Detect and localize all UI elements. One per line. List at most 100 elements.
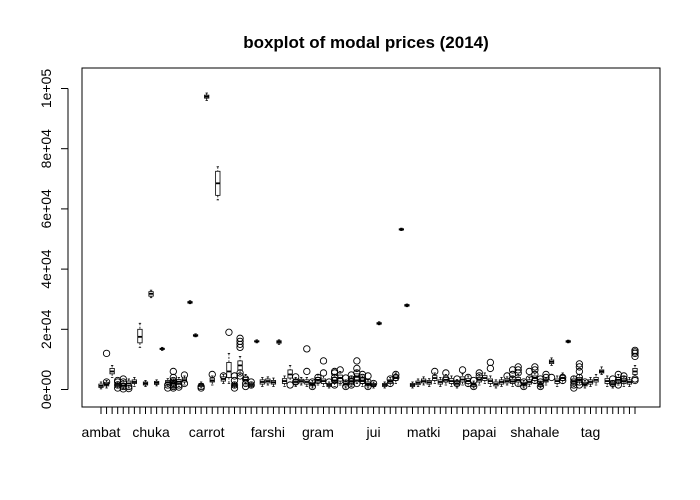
box-61: [431, 367, 439, 384]
outlier-point: [575, 360, 584, 368]
outlier-point: [236, 340, 244, 348]
box-4: [114, 376, 122, 392]
box-28: [247, 378, 255, 389]
outlier-point: [353, 364, 361, 373]
box-92: [604, 375, 610, 387]
box-77: [520, 378, 528, 391]
box-74: [503, 372, 511, 386]
outlier-point: [225, 328, 233, 336]
y-axis: 0e+00 2e+04 4e+04 6e+04 8e+04 1e+05: [38, 69, 69, 409]
outlier-point: [542, 373, 550, 382]
outlier-point: [520, 382, 528, 391]
outlier-point: [514, 369, 522, 377]
y-tick-label: 2e+04: [38, 309, 54, 349]
outlier-point: [292, 373, 300, 381]
box-58: [415, 378, 421, 387]
box-56: [404, 303, 410, 308]
box-1: [98, 381, 104, 390]
outlier-point: [559, 376, 567, 385]
outlier-point: [620, 375, 628, 383]
box-8: [137, 322, 143, 348]
outlier-point: [369, 379, 378, 388]
box-37: [298, 377, 304, 386]
box-78: [525, 367, 533, 387]
x-tick-label: matki: [407, 424, 440, 440]
box-11: [154, 379, 160, 387]
outlier-point: [180, 379, 189, 388]
box-3: [109, 365, 115, 378]
box-70: [482, 372, 488, 384]
box-94: [614, 370, 622, 389]
outlier-point: [308, 382, 317, 391]
box-85: [565, 339, 571, 344]
boxes-group: [98, 92, 639, 393]
outlier-point: [241, 375, 250, 383]
outlier-point: [542, 370, 550, 379]
y-tick-label: 8e+04: [38, 129, 54, 169]
box-34: [281, 375, 288, 387]
outlier-point: [525, 367, 533, 376]
outlier-point: [208, 370, 216, 379]
outlier-point: [164, 384, 172, 392]
box-91: [599, 366, 605, 375]
outlier-point: [631, 346, 639, 355]
outlier-point: [236, 343, 244, 352]
outlier-point: [102, 378, 111, 386]
box-65: [453, 375, 461, 389]
outlier-point: [358, 376, 367, 385]
outlier-point: [575, 363, 584, 371]
outlier-point: [575, 373, 584, 382]
outlier-point: [330, 369, 339, 377]
outlier-point: [169, 384, 177, 392]
outlier-point: [470, 382, 478, 391]
box-23: [219, 372, 228, 384]
outlier-point: [175, 381, 183, 389]
outlier-point: [230, 376, 239, 385]
outlier-point: [230, 381, 239, 389]
box-41: [319, 357, 328, 387]
outlier-point: [175, 383, 183, 391]
x-tick-label: chuka: [132, 424, 170, 440]
box-18: [192, 333, 199, 338]
outlier-point: [392, 373, 400, 382]
box-95: [620, 372, 628, 387]
outlier-point: [236, 369, 244, 377]
outlier-point: [620, 372, 628, 380]
outlier-point: [125, 384, 133, 393]
box-30: [259, 377, 265, 387]
outlier-point: [531, 366, 539, 374]
box-5: [119, 375, 127, 393]
outlier-point: [358, 373, 367, 382]
box-89: [587, 377, 594, 387]
box-19: [197, 381, 205, 392]
box-12: [159, 346, 165, 351]
box-51: [376, 321, 382, 326]
box-46: [347, 371, 355, 389]
box-2: [102, 349, 111, 389]
outlier-point: [347, 381, 355, 389]
box-81: [542, 370, 550, 386]
outlier-point: [180, 371, 189, 379]
box-54: [392, 370, 400, 384]
box-22: [215, 166, 221, 201]
box-44: [336, 366, 344, 386]
outlier-point: [347, 378, 355, 386]
box-62: [437, 377, 443, 387]
x-tick-label: jui: [366, 424, 381, 440]
chart-title: boxplot of modal prices (2014): [243, 33, 489, 52]
box-55: [398, 227, 404, 231]
outlier-point: [392, 370, 400, 379]
box-32: [270, 377, 277, 387]
outlier-point: [197, 384, 205, 392]
box-66: [458, 366, 467, 386]
box-35: [286, 365, 294, 389]
outlier-point: [303, 367, 311, 376]
outlier-point: [514, 366, 522, 374]
outlier-point: [353, 357, 361, 365]
box-64: [448, 375, 455, 387]
outlier-point: [631, 376, 639, 385]
x-tick-label: gram: [302, 424, 334, 440]
outlier-point: [330, 381, 339, 389]
outlier-point: [570, 384, 578, 392]
outlier-point: [475, 369, 483, 377]
